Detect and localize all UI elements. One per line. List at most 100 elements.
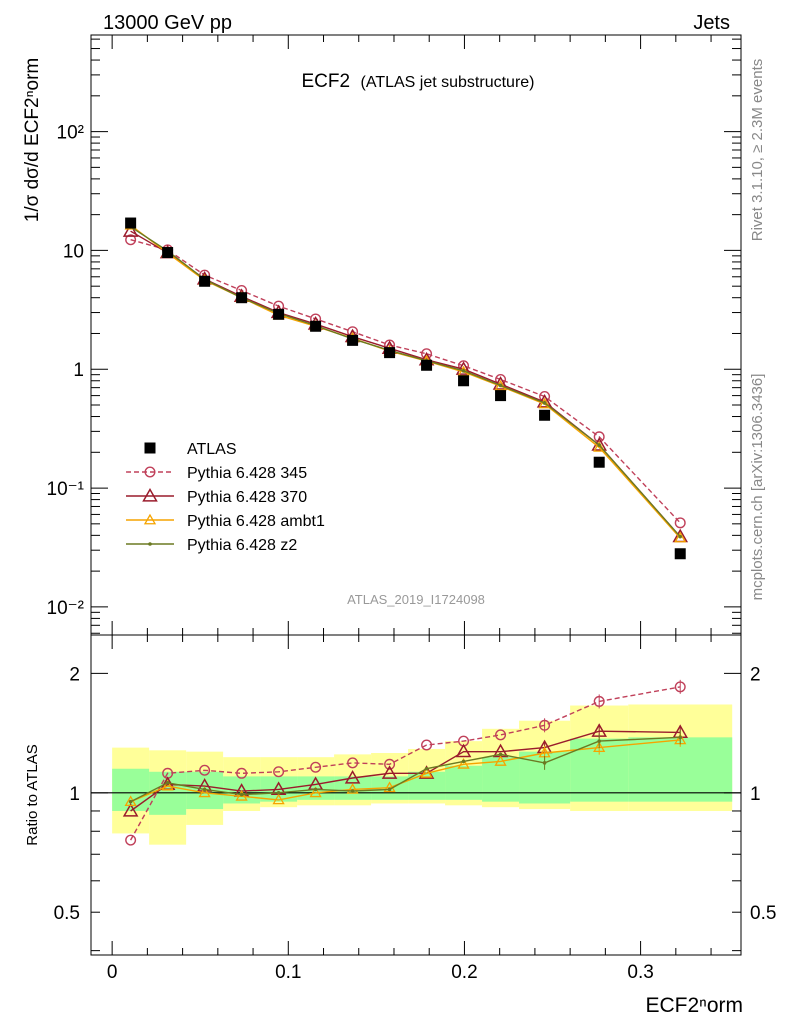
axes-frames: [90, 34, 742, 956]
series-point-ratio-2: [457, 758, 470, 769]
data-point: [458, 375, 470, 387]
data-point: [495, 390, 507, 402]
series-point-main-3: [461, 369, 466, 373]
series-point-main-2: [494, 379, 507, 391]
y-tick-label-main: 10: [63, 241, 84, 262]
main-series-layer: [122, 217, 689, 560]
series-point-ratio-1: [381, 765, 398, 779]
side-label-top: Rivet 3.1.10, ≥ 2.3M events: [749, 59, 766, 242]
y-tick-label-ratio: 0.5: [54, 903, 80, 924]
series-point-ratio-2: [161, 779, 174, 791]
series-point-main-0: [421, 348, 433, 360]
series-point-main-3: [498, 383, 503, 388]
series-point-ratio-3: [498, 752, 503, 757]
series-point-ratio-1: [122, 802, 139, 817]
data-point: [310, 320, 322, 332]
series-point-ratio-2: [383, 781, 396, 793]
data-point: [593, 456, 605, 468]
series-point-ratio-3: [239, 792, 244, 797]
series-point-ratio-2: [309, 786, 322, 798]
series-point-ratio-1: [344, 769, 361, 784]
y-tick-label-ratio-right: 0.5: [750, 903, 776, 924]
series-point-ratio-1: [455, 743, 472, 758]
series-line-ratio-1: [130, 730, 681, 812]
data-point: [273, 308, 285, 320]
series-point-main-3: [678, 534, 683, 539]
ratio-band-inner: [334, 776, 372, 800]
x-tick-label: 0.3: [627, 962, 653, 983]
data-point: [674, 548, 686, 560]
x-tick-label: 0: [107, 962, 118, 983]
y-axis-label-ratio: Ratio to ATLAS: [24, 744, 41, 845]
data-point: [421, 359, 433, 371]
series-point-main-1: [492, 376, 509, 390]
x-tick-label: 0.2: [451, 962, 477, 983]
y-tick-label-main: 1: [73, 360, 84, 381]
series-point-main-0: [674, 517, 686, 529]
y-tick-label-ratio-right: 1: [750, 784, 761, 805]
series-point-main-0: [125, 234, 137, 246]
legend-marker-1: [144, 466, 156, 478]
series-point-main-1: [122, 223, 139, 237]
series-point-ratio-2: [593, 741, 606, 753]
series-line-ratio-3: [130, 736, 681, 803]
series-point-ratio-0: [674, 681, 686, 693]
plot-title: ECF2 (ATLAS jet substructure): [301, 71, 534, 92]
legend-marker-2: [142, 487, 158, 502]
series-point-ratio-3: [597, 739, 601, 743]
series-point-ratio-3: [313, 787, 318, 792]
series-point-main-2: [593, 441, 606, 452]
series-line-main-0: [130, 239, 681, 524]
plot-title-main: ECF2: [301, 71, 350, 92]
series-point-ratio-2: [420, 766, 433, 778]
series-line-ratio-2: [130, 739, 681, 803]
y-tick-label-ratio: 1: [69, 784, 80, 805]
series-point-ratio-2: [235, 789, 248, 801]
legend-label-0: ATLAS: [187, 441, 237, 458]
series-point-main-3: [597, 443, 601, 447]
series-point-ratio-2: [494, 755, 507, 766]
legend-marker-0: [144, 442, 156, 454]
y-tick-label-main: 10²: [57, 123, 84, 144]
series-point-ratio-0: [421, 739, 433, 751]
series-point-ratio-0: [539, 719, 551, 731]
series-point-ratio-2: [346, 783, 359, 794]
axes-ticks: [91, 35, 741, 955]
series-point-ratio-3: [202, 787, 207, 792]
y-tick-label-ratio: 2: [69, 664, 80, 685]
ratio-series-layer: [122, 679, 689, 846]
series-point-ratio-0: [273, 766, 285, 778]
y-tick-label-main: 10⁻²: [47, 598, 85, 619]
axes-tick-labels: 0 0.1 0.2 0.3 10⁻² 10⁻¹ 1 10 10² 0.5 0.5 1 1 2 2: [47, 123, 777, 983]
data-point: [125, 217, 137, 229]
series-point-ratio-3: [461, 759, 466, 764]
legend-marker-3: [143, 513, 157, 525]
series-point-main-1: [455, 361, 472, 375]
series-point-ratio-0: [310, 761, 322, 773]
plot-title-sub: (ATLAS jet substructure): [361, 74, 535, 91]
ratio-band-inner: [628, 737, 733, 802]
series-point-ratio-3: [128, 799, 133, 804]
series-point-ratio-2: [272, 793, 285, 805]
header-right: Jets: [693, 12, 730, 34]
data-point: [236, 292, 248, 304]
series-point-ratio-0: [347, 757, 359, 769]
series-point-ratio-3: [165, 780, 170, 785]
series-point-ratio-0: [593, 695, 605, 707]
series-point-ratio-0: [125, 834, 137, 846]
legend-label-4: Pythia 6.428 z2: [187, 537, 297, 554]
series-point-main-2: [538, 397, 551, 409]
data-point: [347, 334, 359, 346]
header-left: 13000 GeV pp: [103, 12, 232, 34]
series-point-ratio-3: [387, 787, 392, 792]
series-point-ratio-0: [199, 764, 211, 776]
legend: ATLAS Pythia 6.428 345 Pythia 6.428 370 Pyt…: [126, 441, 325, 554]
legend-label-1: Pythia 6.428 345: [187, 465, 307, 482]
y-tick-label-main: 10⁻¹: [47, 479, 85, 500]
ratio-plot-frame: [90, 634, 742, 956]
data-point: [384, 347, 396, 359]
ratio-band-inner: [445, 765, 483, 800]
series-point-ratio-3: [424, 766, 429, 771]
data-point: [162, 247, 174, 259]
